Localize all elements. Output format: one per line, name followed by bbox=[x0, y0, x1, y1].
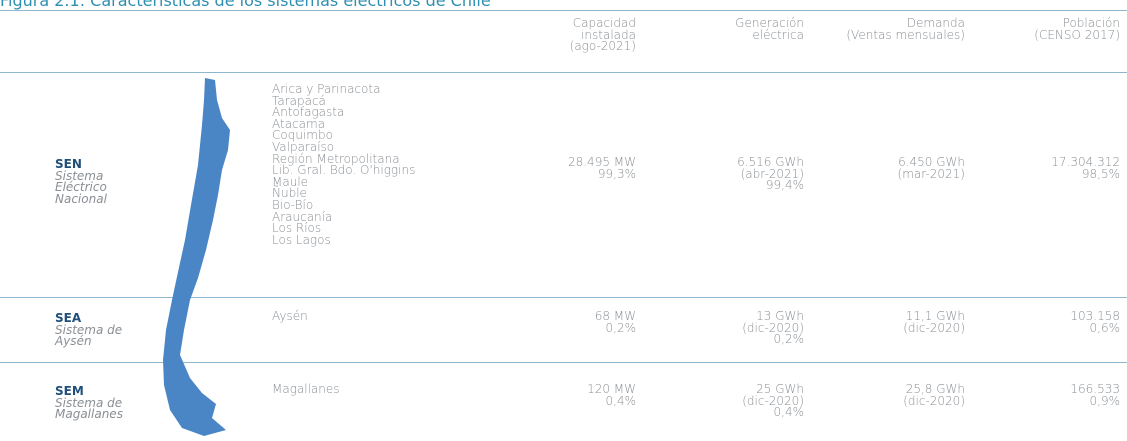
cell: 25,8 GWh bbox=[905, 382, 965, 396]
region: Región Metropolitana bbox=[272, 151, 400, 166]
region: Tarapacá bbox=[272, 93, 326, 108]
region: Antofagasta bbox=[272, 105, 345, 120]
rule bbox=[0, 72, 1127, 73]
system-code: SEN bbox=[55, 157, 82, 171]
cell: 0,9% bbox=[1089, 393, 1121, 408]
region: Valparaíso bbox=[272, 140, 335, 154]
system-name: Sistema bbox=[55, 168, 104, 183]
region: Atacama bbox=[272, 116, 326, 131]
cell: 99,4% bbox=[765, 178, 804, 193]
column-header: instalada bbox=[581, 27, 636, 42]
system-name: Sistema de bbox=[55, 322, 123, 337]
cell: 0,2% bbox=[773, 332, 805, 347]
region: Maule bbox=[272, 174, 309, 189]
region: Magallanes bbox=[272, 382, 340, 396]
cell: 103.158 bbox=[1070, 309, 1120, 323]
region: Los Lagos bbox=[272, 232, 331, 247]
cell: (abr-2021) bbox=[740, 166, 804, 181]
column-header: Demanda bbox=[906, 16, 965, 30]
system-name: Aysén bbox=[55, 334, 92, 349]
cell: 0,6% bbox=[1089, 320, 1121, 335]
cell: 120 MW bbox=[587, 382, 636, 396]
cell: 0,4% bbox=[773, 405, 805, 420]
cell: 98,5% bbox=[1081, 166, 1120, 181]
region: Arica y Parinacota bbox=[272, 82, 381, 96]
column-header: (Ventas mensuales) bbox=[846, 27, 965, 42]
system-name: Nacional bbox=[55, 191, 107, 206]
system-code: SEA bbox=[55, 311, 82, 325]
cell: 11,1 GWh bbox=[905, 309, 965, 323]
cell: 99,3% bbox=[597, 166, 636, 181]
region: Los Ríos bbox=[272, 221, 322, 236]
cell: 28.495 MW bbox=[567, 155, 636, 169]
column-header: Generación bbox=[735, 16, 804, 30]
cell: (dic-2020) bbox=[903, 320, 965, 335]
cell: (dic-2020) bbox=[903, 393, 965, 408]
region: Lib. Gral. Bdo. O'higgins bbox=[272, 163, 416, 178]
region: Araucanía bbox=[272, 209, 333, 224]
cell: 6.516 GWh bbox=[737, 155, 804, 169]
figure-title: Figura 2.1: Características de los siste… bbox=[0, 0, 491, 10]
cell: 17.304.312 bbox=[1051, 155, 1120, 169]
rule bbox=[0, 297, 1127, 298]
column-header: Capacidad bbox=[572, 16, 636, 30]
rule bbox=[0, 362, 1127, 363]
region: Aysén bbox=[272, 309, 308, 323]
cell: 0,4% bbox=[605, 393, 637, 408]
system-name: Eléctrico bbox=[55, 180, 107, 195]
cell: 6.450 GWh bbox=[898, 155, 965, 169]
system-code: SEM bbox=[55, 384, 84, 398]
cell: 25 GWh bbox=[756, 382, 804, 396]
region: Bio-Bío bbox=[272, 198, 314, 212]
region: Coquimbo bbox=[272, 128, 333, 143]
rule bbox=[0, 10, 1127, 11]
column-header: (CENSO 2017) bbox=[1034, 27, 1120, 42]
cell: 0,2% bbox=[605, 320, 637, 335]
column-header: Población bbox=[1062, 16, 1120, 30]
cell: (dic-2020) bbox=[742, 320, 804, 335]
chile-map bbox=[163, 78, 230, 436]
cell: 13 GWh bbox=[756, 309, 804, 323]
cell: 166.533 bbox=[1070, 382, 1120, 396]
system-name: Sistema de bbox=[55, 395, 123, 410]
column-header: eléctrica bbox=[752, 27, 804, 42]
system-name: Magallanes bbox=[55, 407, 123, 422]
region: Ñuble bbox=[272, 186, 307, 201]
cell: 68 MW bbox=[594, 309, 636, 323]
column-header: (ago-2021) bbox=[569, 39, 636, 54]
cell: (dic-2020) bbox=[742, 393, 804, 408]
cell: (mar-2021) bbox=[897, 166, 965, 181]
